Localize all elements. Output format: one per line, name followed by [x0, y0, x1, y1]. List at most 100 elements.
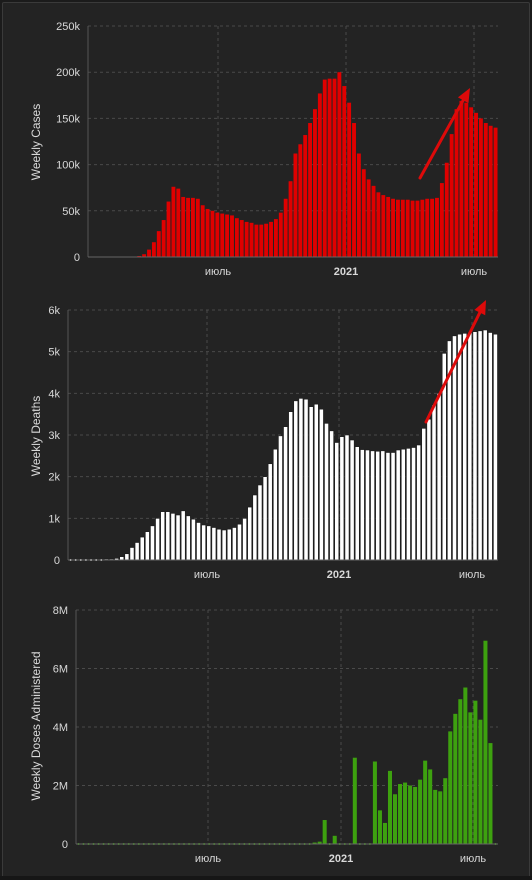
bar: [283, 198, 288, 257]
bar: [166, 201, 171, 257]
bar: [464, 102, 469, 257]
bar: [293, 153, 298, 257]
bar: [420, 199, 425, 257]
y-tick-label: 0: [74, 252, 80, 264]
bar: [221, 529, 227, 561]
y-axis-title: Weekly Deaths: [29, 396, 43, 476]
bar: [334, 442, 340, 561]
bar: [262, 476, 268, 561]
weekly-cases-chart: 0 50k 100k 150k 200k 250k июль 2021 июль Weekly C…: [29, 21, 498, 278]
bar: [352, 123, 356, 258]
bar: [244, 221, 249, 257]
bar: [303, 135, 308, 257]
bar: [210, 210, 215, 257]
bar: [406, 448, 411, 561]
y-tick-label: 4k: [48, 388, 60, 400]
bar: [267, 463, 273, 561]
bar: [180, 510, 186, 561]
bar: [322, 820, 327, 844]
bar: [487, 332, 493, 561]
bar: [329, 430, 334, 561]
bar: [493, 127, 498, 257]
bar: [313, 403, 319, 561]
bar: [257, 484, 263, 561]
bar: [215, 212, 220, 257]
y-tick-label: 6M: [53, 664, 68, 676]
bar: [423, 760, 428, 844]
bar: [356, 153, 361, 257]
y-tick-label: 50k: [62, 206, 80, 218]
bar: [337, 72, 342, 257]
bar: [225, 214, 230, 257]
bar: [298, 144, 303, 257]
y-tick-label: 3k: [48, 430, 60, 442]
y-tick-label: 2k: [48, 472, 60, 484]
bar: [139, 536, 145, 561]
y-axis-title: Weekly Doses Administered: [29, 651, 43, 800]
bar: [283, 426, 288, 561]
bar: [247, 506, 253, 561]
bar: [400, 448, 406, 561]
bar: [377, 810, 382, 844]
y-tick-label: 0: [54, 555, 60, 567]
bar: [264, 223, 269, 257]
bar: [433, 789, 438, 844]
bar: [232, 527, 237, 561]
bar: [443, 778, 448, 844]
bar: [176, 188, 181, 257]
x-tick-label: июль: [459, 569, 486, 581]
bar: [312, 842, 317, 844]
bar: [230, 215, 234, 257]
bar: [344, 434, 350, 561]
bar: [288, 411, 294, 561]
bar: [390, 452, 396, 561]
bar: [347, 102, 352, 257]
y-tick-label: 250k: [56, 21, 80, 33]
bar: [200, 205, 205, 257]
x-tick-label: июль: [205, 266, 232, 278]
bar: [438, 791, 443, 844]
bar: [391, 198, 395, 257]
bar: [472, 331, 478, 561]
x-tick-label: июль: [460, 853, 487, 865]
bar: [468, 712, 473, 844]
bar: [339, 436, 345, 561]
bar: [308, 123, 313, 258]
bar: [147, 249, 151, 257]
y-axis-title: Weekly Cases: [29, 104, 43, 180]
bar: [278, 212, 283, 257]
bar: [403, 782, 408, 844]
bar: [237, 523, 242, 561]
bar: [211, 527, 217, 561]
bar: [175, 514, 181, 561]
bar: [327, 78, 332, 257]
bar: [482, 329, 488, 561]
bar: [381, 195, 386, 257]
bar: [410, 200, 415, 257]
bar: [206, 525, 212, 561]
trend-arrow-shaft: [424, 311, 482, 424]
bar: [418, 779, 423, 844]
bar: [398, 784, 403, 844]
bar: [249, 222, 254, 257]
bar: [385, 452, 391, 561]
bar: [303, 398, 309, 561]
bar: [463, 687, 468, 844]
bar: [288, 181, 293, 257]
bar: [129, 547, 135, 561]
bar: [156, 231, 161, 257]
weekly-deaths-chart: 0 1k 2k 3k 4k 5k 6k июль 2021 июль Weekly Deaths: [29, 300, 498, 581]
bar: [272, 448, 278, 561]
bar: [457, 333, 462, 561]
bar: [186, 197, 190, 257]
bar: [317, 841, 322, 844]
bar: [171, 186, 176, 257]
x-tick-label: 2021: [329, 853, 353, 865]
y-tick-label: 200k: [56, 67, 80, 79]
bar: [415, 200, 420, 257]
bar: [191, 197, 195, 257]
bar: [425, 198, 430, 257]
bar: [493, 333, 498, 561]
bar: [467, 332, 473, 561]
x-tick-label: июль: [194, 569, 221, 581]
